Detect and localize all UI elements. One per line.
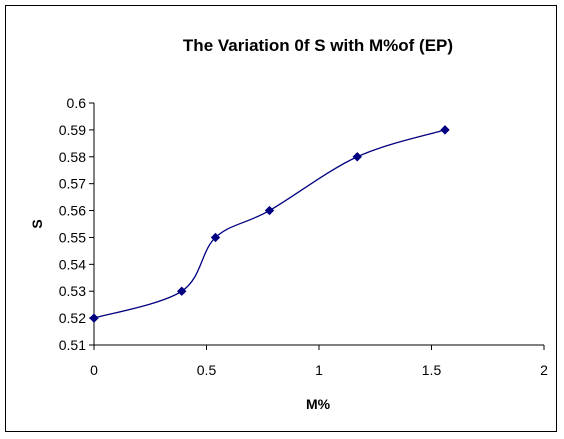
- x-tick-label: 0: [90, 362, 98, 378]
- y-axis-label: S: [29, 219, 45, 228]
- data-point: [440, 125, 450, 135]
- data-point: [89, 313, 99, 323]
- data-point: [210, 232, 221, 243]
- data-point: [177, 286, 187, 296]
- y-tick-label: 0.57: [59, 176, 86, 192]
- x-tick-label: 2: [540, 362, 548, 378]
- axes: [93, 103, 544, 346]
- y-tick-label: 0.53: [59, 283, 86, 299]
- series-line: [93, 129, 446, 319]
- series-layer: [89, 125, 450, 323]
- y-tick-label: 0.56: [59, 203, 86, 219]
- data-point: [264, 205, 275, 216]
- y-tick-label: 0.58: [59, 149, 86, 165]
- y-tick-label: 0.55: [59, 229, 86, 245]
- y-tick-label: 0.52: [59, 310, 86, 326]
- x-tick-label: 1: [315, 362, 323, 378]
- chart-frame: [5, 5, 557, 432]
- x-tick-label: 1.5: [422, 362, 442, 378]
- x-tick-label: 0.5: [197, 362, 217, 378]
- y-tick-label: 0.6: [67, 95, 87, 111]
- chart-title: The Variation 0f S with M%of (EP): [183, 36, 453, 55]
- ticks: 0.510.520.530.540.550.560.570.580.590.60…: [59, 95, 548, 378]
- data-point: [352, 152, 362, 162]
- y-tick-label: 0.54: [59, 256, 86, 272]
- x-axis-label: M%: [306, 396, 331, 412]
- y-tick-label: 0.51: [59, 337, 86, 353]
- y-tick-label: 0.59: [59, 122, 86, 138]
